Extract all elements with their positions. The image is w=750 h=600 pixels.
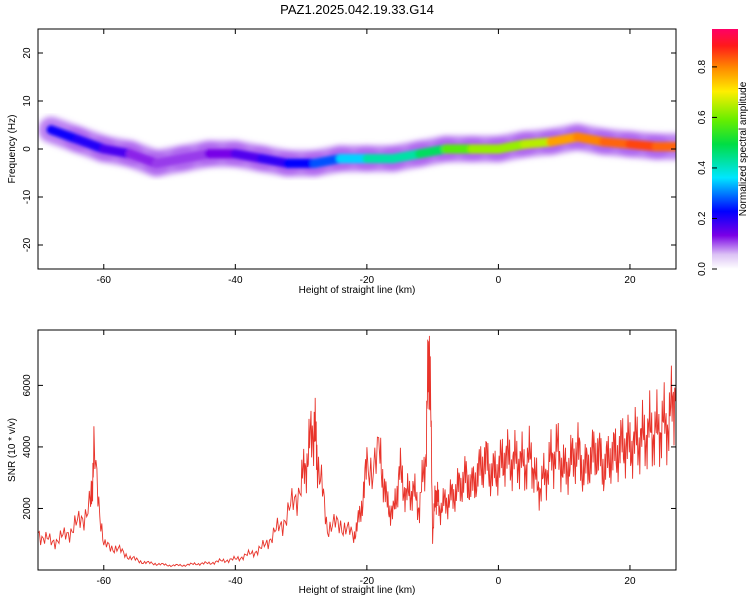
y-tick-label: 20 (22, 47, 33, 59)
x-tick-label: -60 (97, 275, 112, 286)
colorbar-tick-label: 0.0 (697, 262, 708, 276)
colorbar-tick-label: 0.6 (697, 110, 708, 124)
spectrogram-ridge-segment (72, 134, 109, 154)
x-tick-label: 20 (624, 275, 636, 286)
x-tick-label: -20 (360, 576, 375, 587)
colorbar-ticks: 0.0 0.2 0.4 0.6 0.8 (697, 60, 717, 276)
y-tick-label: -20 (22, 237, 33, 252)
colorbar-tick-label: 0.8 (697, 60, 708, 74)
snr-ticks: -60 -40 -20 0 20 2000 4000 6000 (22, 330, 676, 587)
x-tick-label: 0 (496, 576, 502, 587)
figure-title: PAZ1.2025.042.19.33.G14 (280, 2, 434, 17)
snr-ylabel: SNR (10 * v/v) (7, 418, 18, 482)
spectrogram-panel: -60 -40 -20 0 20 -20 -10 0 10 20 Height of straig… (7, 28, 677, 296)
x-tick-label: -40 (228, 275, 243, 286)
y-tick-label: -10 (22, 189, 33, 204)
colorbar-label: Normalized spectral amplitude (738, 81, 749, 216)
spectrogram-plot-area (38, 116, 676, 177)
x-tick-label: 0 (496, 275, 502, 286)
snr-plot-area (38, 335, 676, 568)
x-tick-label: 20 (624, 576, 636, 587)
y-tick-label: 10 (22, 95, 33, 107)
spectrogram-xlabel: Height of straight line (km) (299, 285, 416, 296)
spectrogram-ridge-segment (46, 125, 82, 144)
y-tick-label: 2000 (22, 497, 33, 520)
snr-xlabel: Height of straight line (km) (299, 585, 416, 596)
snr-panel: -60 -40 -20 0 20 2000 4000 6000 Height of strai… (7, 329, 677, 596)
x-tick-label: -60 (97, 576, 112, 587)
colorbar-gradient (712, 29, 738, 269)
x-tick-label: -40 (228, 576, 243, 587)
x-tick-label: -20 (360, 275, 375, 286)
spectrogram-ticks: -60 -40 -20 0 20 -20 -10 0 10 20 (22, 29, 676, 286)
spectrogram-ridge (38, 116, 676, 177)
colorbar-tick-label: 0.4 (697, 161, 708, 175)
colorbar: 0.0 0.2 0.4 0.6 0.8 Normalized spectral ampl… (697, 29, 749, 276)
snr-frame (37, 329, 677, 571)
colorbar-tick-label: 0.2 (697, 211, 708, 225)
y-tick-label: 0 (22, 146, 33, 152)
y-tick-label: 4000 (22, 435, 33, 458)
spectrogram-core (46, 125, 676, 168)
snr-series-line (38, 335, 676, 568)
spectrogram-ridge-segment (125, 149, 161, 168)
spectrogram-ylabel: Frequency (Hz) (7, 115, 18, 184)
y-tick-label: 6000 (22, 374, 33, 397)
